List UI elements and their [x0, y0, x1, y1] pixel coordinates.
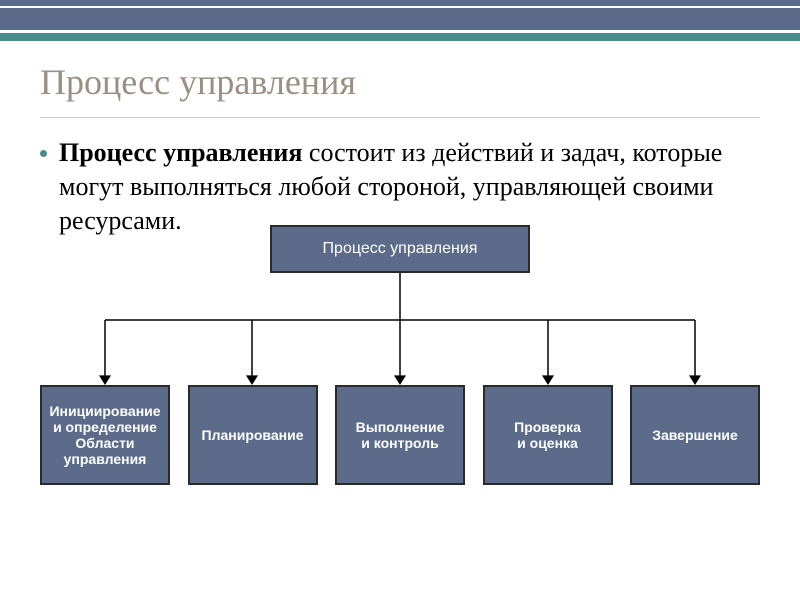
decoration-band — [0, 8, 800, 30]
bullet-item: Процесс управления состоит из действий и… — [40, 136, 760, 237]
slide-content: Процесс управления Процесс управления со… — [0, 41, 800, 485]
diagram-child-node: Проверка и оценка — [483, 385, 613, 485]
diagram-child-node: Выполнение и контроль — [335, 385, 465, 485]
diagram-child-node: Инициирование и определение Области упра… — [40, 385, 170, 485]
diagram-child-row: Инициирование и определение Области упра… — [40, 385, 760, 485]
title-underline — [40, 117, 760, 118]
page-title: Процесс управления — [40, 61, 760, 103]
body-text-bold: Процесс управления — [59, 138, 302, 167]
bullet-dot-icon — [40, 150, 47, 157]
decoration-band — [0, 33, 800, 41]
diagram-child-node: Завершение — [630, 385, 760, 485]
hierarchy-diagram: Процесс управления Инициирование и опред… — [40, 225, 760, 485]
top-decoration-bands — [0, 0, 800, 41]
diagram-root-node: Процесс управления — [270, 225, 530, 273]
diagram-child-node: Планирование — [188, 385, 318, 485]
body-text: Процесс управления состоит из действий и… — [59, 136, 760, 237]
